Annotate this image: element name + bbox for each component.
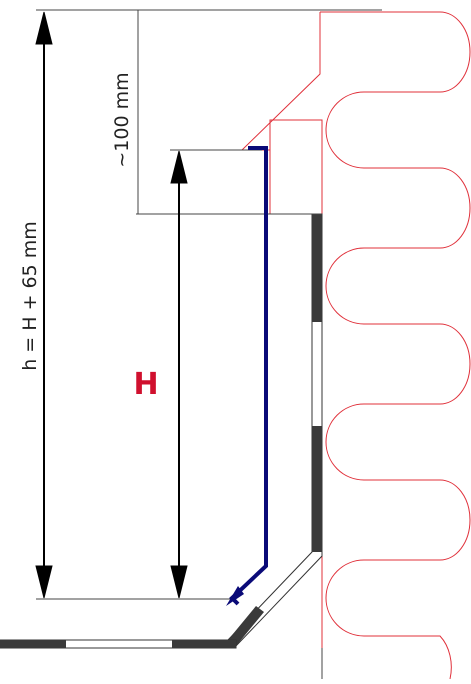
wall-segment bbox=[312, 214, 322, 322]
corner-segment bbox=[312, 534, 322, 552]
floor-strip bbox=[0, 639, 237, 649]
label-H: H bbox=[133, 367, 158, 402]
profile-tip bbox=[226, 586, 244, 606]
arrow-up-icon bbox=[35, 11, 53, 45]
insulation-chamfer bbox=[240, 12, 323, 215]
wall-segment bbox=[312, 426, 322, 534]
label-h-formula: h = H + 65 mm bbox=[19, 221, 41, 371]
blue-profile bbox=[226, 146, 268, 606]
insulation-outline bbox=[240, 11, 471, 680]
floor-segment bbox=[172, 640, 236, 648]
corner-segment bbox=[214, 606, 264, 646]
floor-segment bbox=[0, 640, 66, 648]
arrow-down-icon bbox=[170, 565, 188, 599]
dimension-H bbox=[170, 150, 188, 599]
dimension-h bbox=[35, 11, 53, 599]
construction-lines bbox=[36, 9, 382, 679]
label-offset: ~100 mm bbox=[111, 72, 133, 167]
arrow-down-icon bbox=[35, 565, 53, 599]
wall-strip bbox=[311, 213, 323, 545]
insulation-wave bbox=[322, 11, 471, 680]
profile-line bbox=[229, 146, 268, 606]
arrow-up-icon bbox=[170, 150, 188, 184]
